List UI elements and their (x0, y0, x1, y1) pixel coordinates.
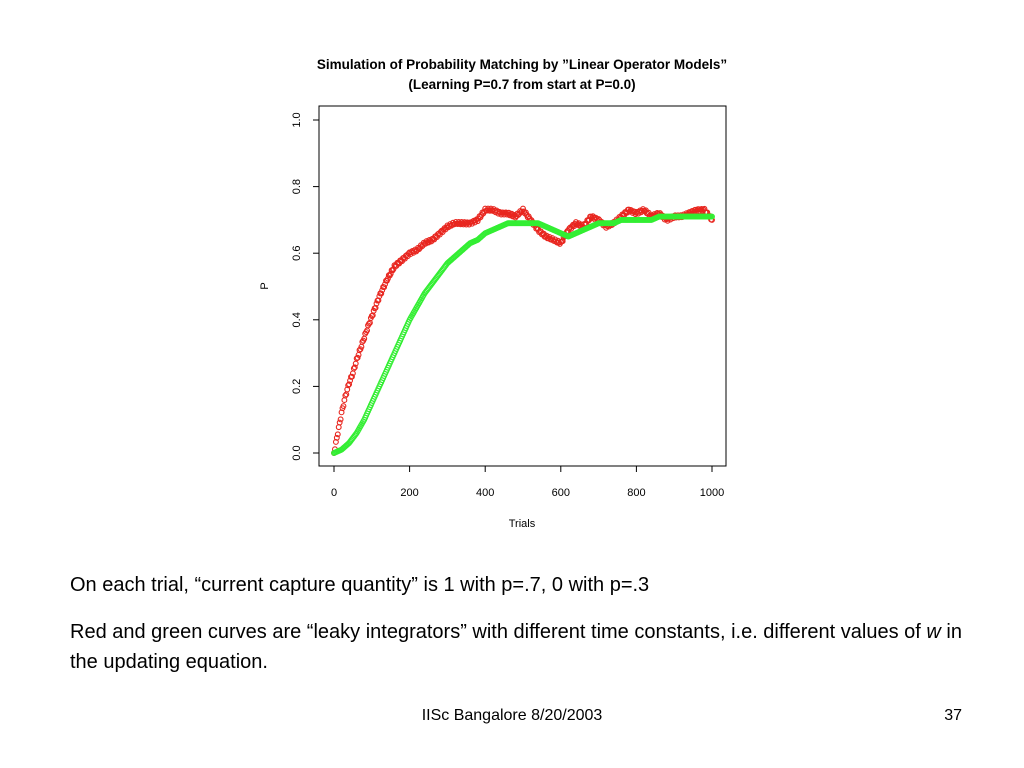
data-point (350, 365, 357, 372)
y-tick-label: 0.4 (291, 312, 303, 327)
bullet-text-part2: in the updating equation. (70, 621, 962, 673)
data-point (522, 209, 529, 216)
data-point (351, 364, 358, 371)
bullet-capture-quantity: On each trial, “current capture quantity… (70, 574, 650, 596)
y-axis: 0.0 0.2 0.4 0.6 0.8 1.0 (291, 112, 320, 461)
bullet-text-part1: Red and green curves are “leaky integrat… (70, 621, 927, 643)
y-tick-label: 0.0 (291, 445, 303, 460)
data-point (333, 434, 340, 441)
x-tick-label: 600 (552, 487, 570, 499)
bullet-leaky-integrators: Red and green curves are “leaky integrat… (70, 617, 970, 677)
data-point (335, 424, 342, 431)
chart-title: Simulation of Probability Matching by ”L… (317, 57, 727, 72)
page-number: 37 (944, 707, 962, 724)
x-tick-label: 400 (476, 487, 494, 499)
data-point (375, 297, 382, 304)
data-point (520, 205, 526, 212)
plot-frame (318, 105, 727, 467)
chart-subtitle: (Learning P=0.7 from start at P=0.0) (408, 77, 635, 92)
x-tick-label: 800 (627, 487, 645, 499)
y-tick-label: 1.0 (291, 112, 303, 127)
data-point (366, 320, 372, 327)
x-axis-label: Trials (509, 518, 536, 530)
y-tick-label: 0.8 (291, 179, 303, 194)
data-point (346, 381, 353, 388)
series-green (331, 213, 715, 456)
data-point (334, 431, 341, 438)
data-point (340, 403, 347, 409)
data-point (336, 419, 343, 426)
data-point (378, 290, 385, 297)
footer-text: IISc Bangalore 8/20/2003 (421, 707, 603, 724)
data-point (349, 373, 355, 380)
data-point (389, 267, 396, 274)
x-axis: 0 200 400 600 800 1000 (331, 465, 724, 499)
data-point (354, 354, 361, 361)
data-point (342, 392, 349, 399)
series-red (331, 205, 715, 456)
data-point (345, 382, 352, 389)
chart: Simulation of Probability Matching by ”L… (259, 57, 727, 530)
data-point (341, 397, 348, 404)
w-variable: w (926, 621, 941, 643)
series-layer (331, 205, 715, 456)
y-tick-label: 0.2 (291, 379, 303, 394)
data-point (381, 284, 388, 291)
x-tick-label: 200 (400, 487, 418, 499)
x-tick-label: 1000 (700, 487, 724, 499)
data-point (337, 416, 344, 423)
y-tick-label: 0.6 (291, 246, 303, 261)
x-tick-label: 0 (331, 487, 337, 499)
data-point (709, 213, 715, 220)
data-point (559, 238, 566, 245)
y-axis-label: P (259, 282, 271, 289)
